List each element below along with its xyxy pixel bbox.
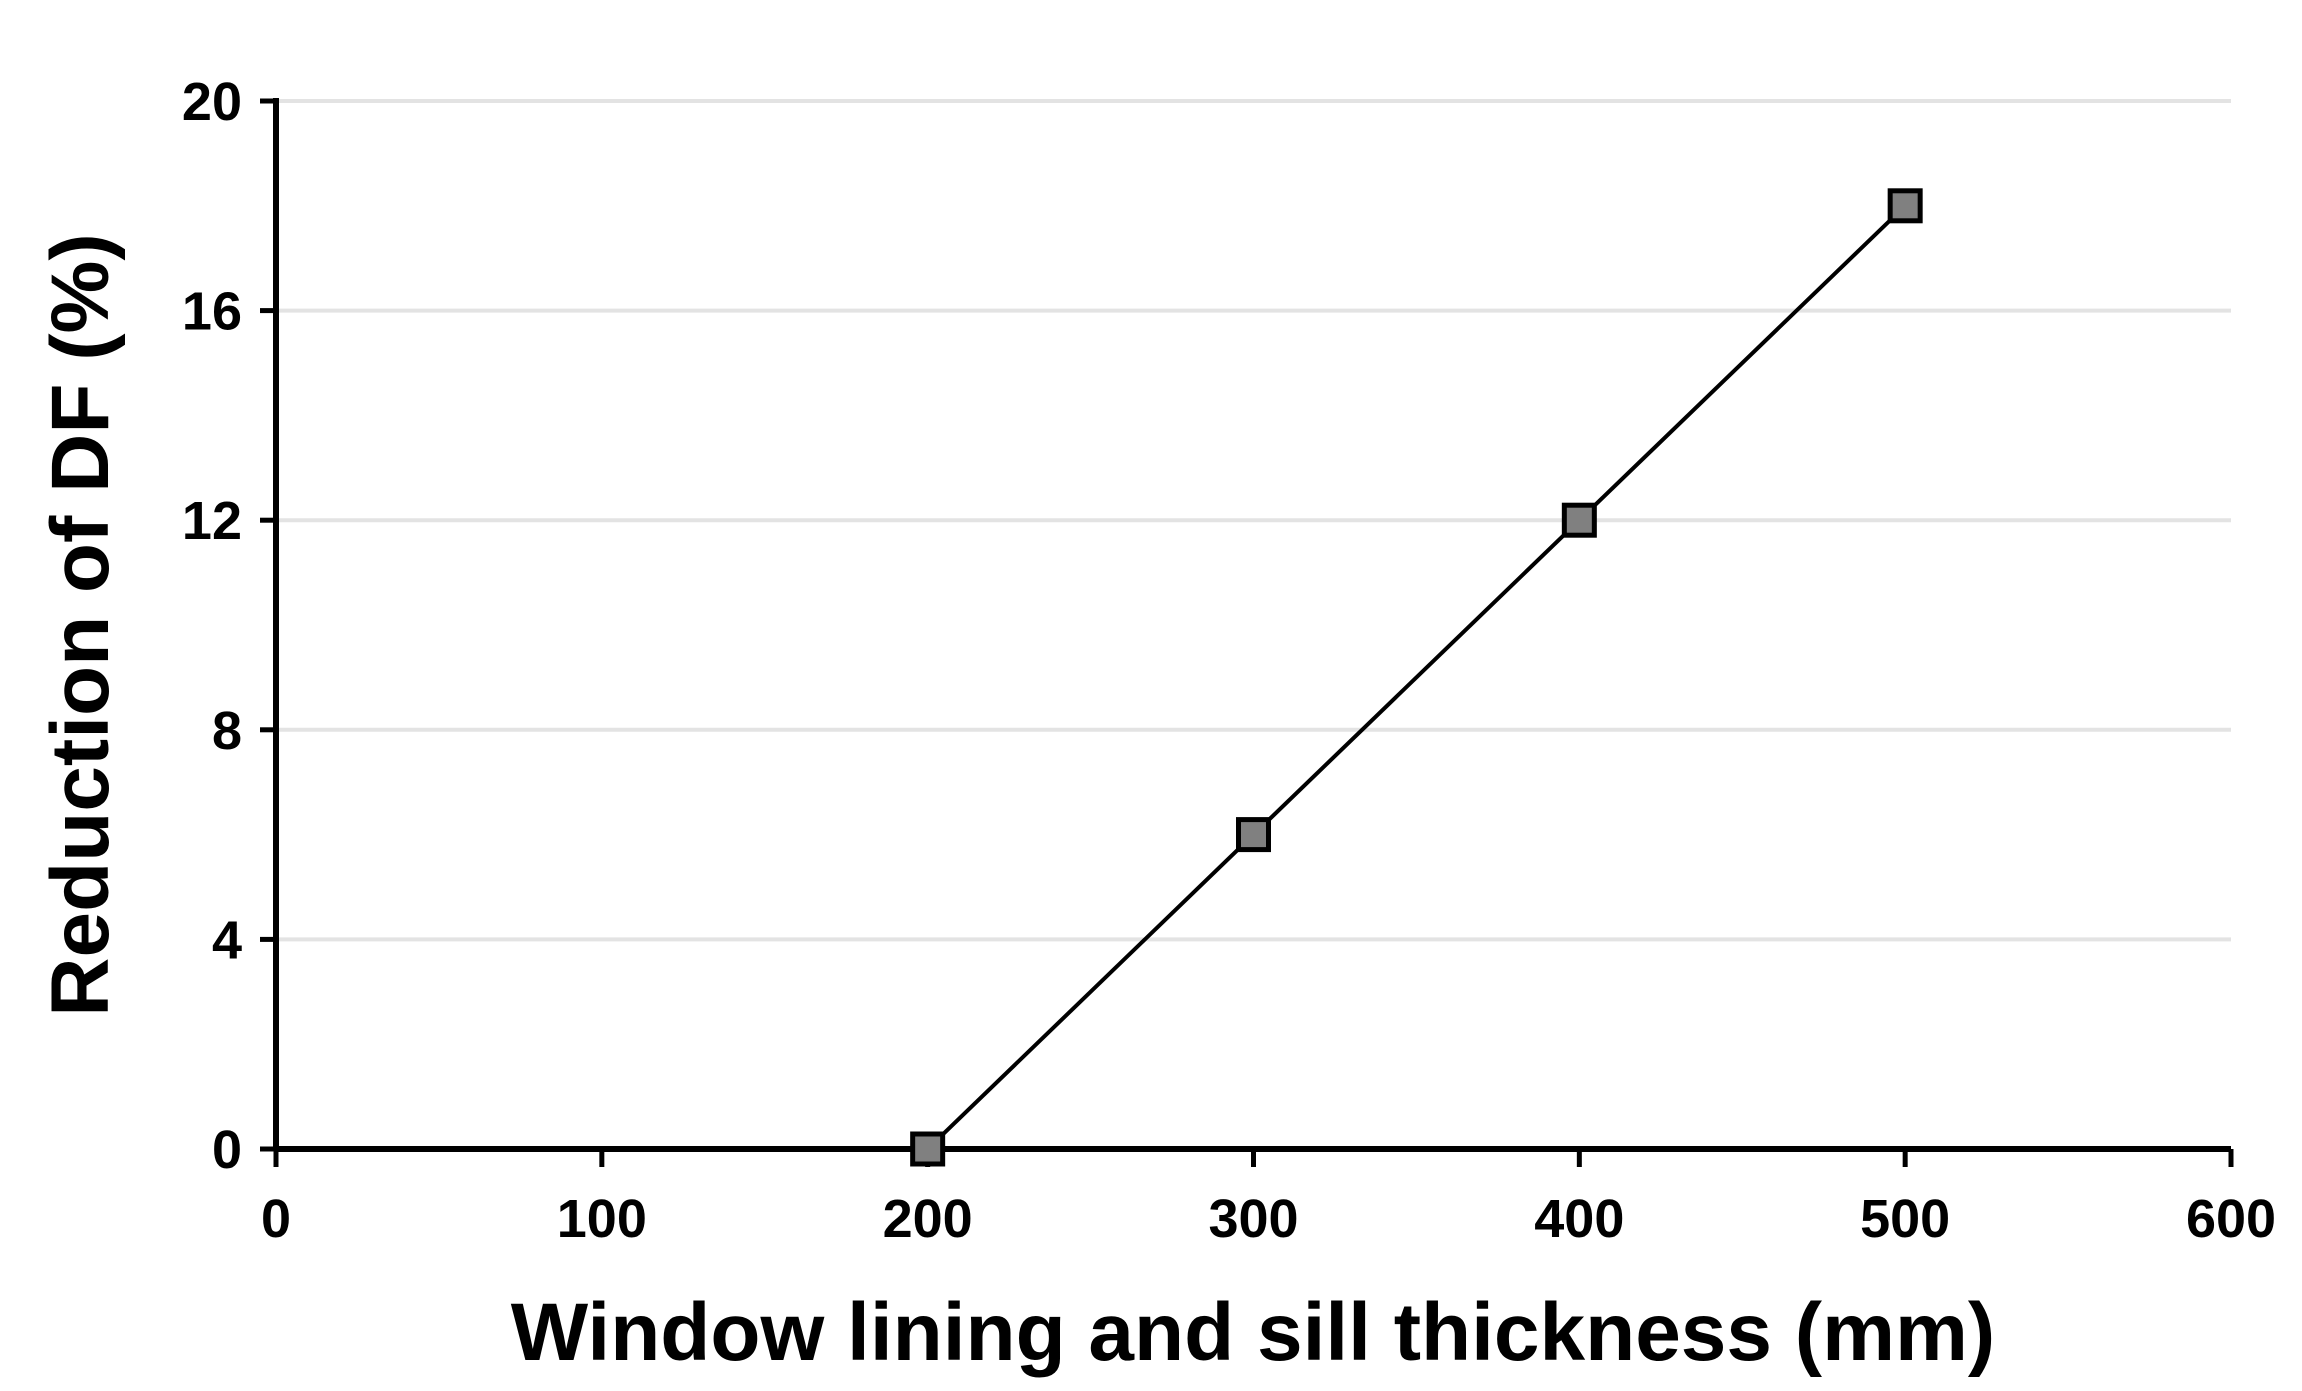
x-tick-label: 500 xyxy=(1860,1189,1950,1249)
x-tick-label: 300 xyxy=(1208,1189,1298,1249)
x-tick-label: 200 xyxy=(883,1189,973,1249)
y-tick-label: 0 xyxy=(212,1120,242,1180)
x-tick-label: 0 xyxy=(261,1189,291,1249)
y-tick-label: 16 xyxy=(182,282,242,342)
data-marker xyxy=(1561,502,1597,538)
data-marker xyxy=(910,1131,946,1167)
data-line xyxy=(926,204,1907,1151)
x-tick-label: 400 xyxy=(1534,1189,1624,1249)
data-marker xyxy=(1236,817,1271,853)
data-marker xyxy=(1887,188,1923,224)
y-tick-label: 4 xyxy=(212,910,242,970)
y-axis-title: Reduction of DF (%) xyxy=(35,233,126,1016)
x-tick-label: 600 xyxy=(2186,1189,2276,1249)
y-tick-label: 12 xyxy=(182,491,242,551)
y-tick-label: 8 xyxy=(212,701,242,761)
y-tick-label: 20 xyxy=(182,72,242,132)
x-axis-title: Window lining and sill thickness (mm) xyxy=(511,1287,1996,1378)
x-tick-label: 100 xyxy=(557,1189,647,1249)
